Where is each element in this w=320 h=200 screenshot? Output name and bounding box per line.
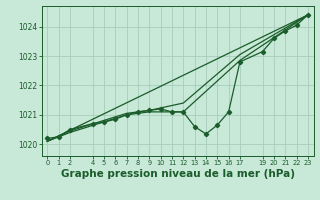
X-axis label: Graphe pression niveau de la mer (hPa): Graphe pression niveau de la mer (hPa): [60, 169, 295, 179]
